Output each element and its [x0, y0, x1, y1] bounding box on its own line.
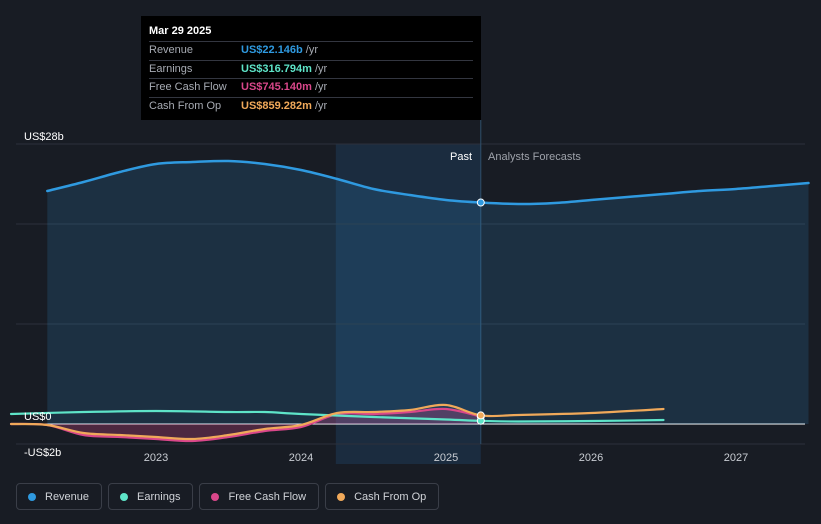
chart-legend: Revenue Earnings Free Cash Flow Cash Fro… [16, 483, 440, 510]
tooltip-unit: /yr [314, 81, 328, 93]
cash-from-op-present-point [476, 411, 485, 420]
cash-from-op-line [9, 403, 665, 441]
legend-item-earnings[interactable]: Earnings [108, 483, 194, 510]
tooltip-value: US$745.140m [241, 81, 312, 93]
earnings-line [9, 409, 665, 423]
tooltip-value: US$22.146b [241, 44, 303, 56]
legend-dot-icon [211, 492, 220, 501]
axis-labels: US$28b US$0 -US$2b 2023 2024 2025 2026 2027 [24, 131, 748, 464]
data-tooltip: Mar 29 2025 Revenue US$22.146b /yr Earni… [141, 16, 481, 120]
tooltip-row-free-cash-flow: Free Cash Flow US$745.140m /yr [149, 78, 473, 97]
tooltip-label: Cash From Op [149, 99, 222, 112]
tooltip-label: Earnings [149, 62, 193, 75]
legend-item-free-cash-flow[interactable]: Free Cash Flow [199, 483, 320, 510]
x-tick-label: 2027 [724, 452, 748, 464]
legend-label: Cash From Op [354, 490, 427, 503]
tooltip-value: US$859.282m [241, 99, 312, 112]
x-tick-label: 2026 [579, 452, 603, 464]
analysts-forecasts-label: Analysts Forecasts [488, 151, 581, 163]
y-tick-label: US$0 [24, 411, 52, 423]
tooltip-row-earnings: Earnings US$316.794m /yr [149, 59, 473, 79]
tooltip-row-revenue: Revenue US$22.146b /yr [149, 41, 473, 60]
revenue-present-point [476, 198, 485, 207]
legend-dot-icon [337, 492, 346, 501]
tooltip-date: Mar 29 2025 [149, 25, 212, 37]
tooltip-row-cash-from-op: Cash From Op US$859.282m /yr [149, 96, 473, 116]
x-tick-label: 2025 [434, 452, 458, 464]
legend-item-cash-from-op[interactable]: Cash From Op [325, 483, 440, 510]
past-label: Past [450, 151, 472, 163]
grid-lines [16, 120, 805, 445]
revenue-line [46, 159, 810, 206]
legend-item-revenue[interactable]: Revenue [16, 483, 103, 510]
y-tick-label: US$28b [24, 131, 64, 143]
legend-dot-icon [120, 492, 129, 501]
tooltip-label: Revenue [149, 44, 194, 56]
legend-label: Free Cash Flow [228, 490, 307, 503]
free-cash-flow-line [9, 407, 482, 443]
y-tick-label: -US$2b [24, 447, 61, 459]
legend-label: Earnings [137, 490, 181, 503]
series-layer [9, 159, 810, 443]
legend-label: Revenue [45, 490, 90, 503]
tooltip-unit: /yr [314, 62, 328, 75]
revenue-area [47, 160, 809, 425]
legend-dot-icon [28, 492, 36, 501]
tooltip-label: Free Cash Flow [149, 81, 227, 93]
tooltip-unit: /yr [314, 99, 328, 112]
tooltip-unit: /yr [305, 44, 318, 56]
x-tick-label: 2023 [144, 452, 168, 464]
tooltip-value: US$316.794m [241, 62, 312, 75]
x-tick-label: 2024 [289, 452, 313, 464]
